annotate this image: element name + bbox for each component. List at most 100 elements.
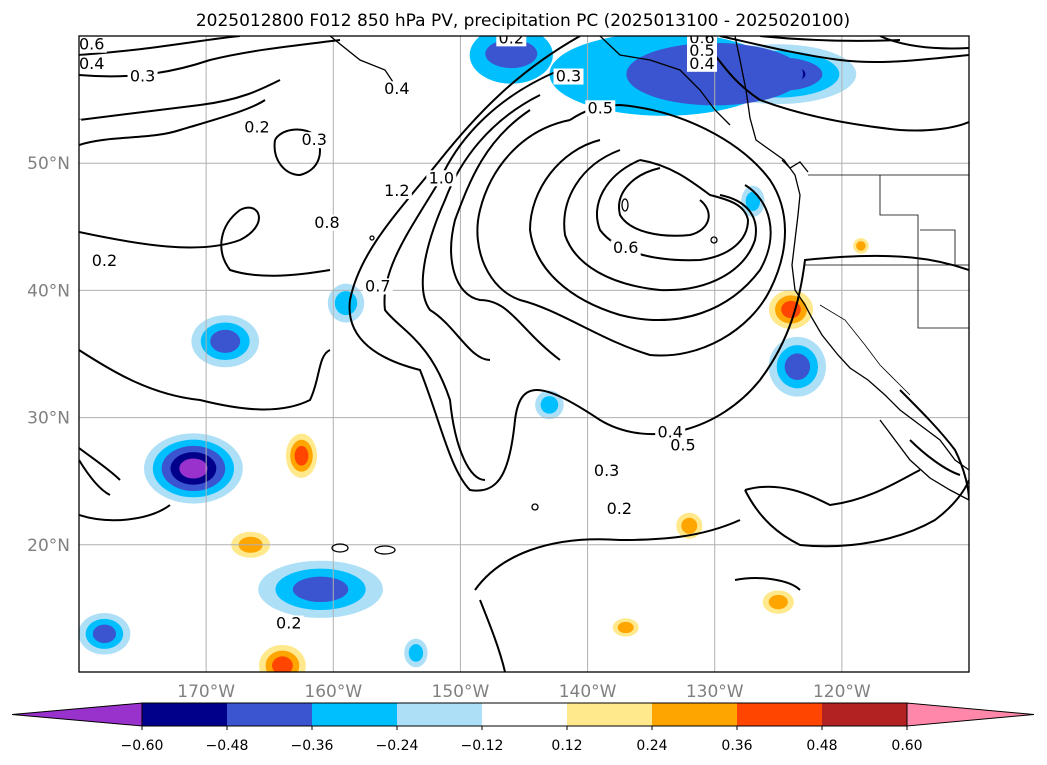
precip-fill-region: [292, 576, 349, 603]
colorbar-tick-label: −0.60: [121, 738, 164, 754]
pv-contour-line: [744, 469, 921, 507]
coastline: [734, 36, 969, 471]
pv-contour-label: 0.4: [384, 79, 409, 98]
pv-contour-line: [909, 439, 961, 476]
precip-fill-region: [681, 517, 698, 534]
pv-contour-label-bg: [26, 177, 56, 193]
colorbar-tick-label: 0.60: [891, 738, 922, 754]
colorbar-segment: [312, 703, 397, 726]
pv-contour-label-bg: [127, 68, 158, 85]
longitude-tick-label: 170°W: [177, 682, 235, 702]
pv-contour-label-bg: [687, 55, 717, 72]
island: [331, 543, 349, 553]
political-border: [879, 175, 919, 265]
pv-contour-label-bg: [687, 36, 717, 47]
pv-contour-label-bg: [0, 437, 11, 453]
pv-contour-label-bg: [311, 214, 342, 231]
colorbar: −0.60 −0.48 −0.36 −0.24 −0.12 0.12 0.24 0.36 0.4…: [11, 702, 1035, 754]
colorbar-tick-label: 0.24: [636, 738, 667, 754]
pv-contour-line: [899, 389, 969, 501]
pv-contour-label: 0.4: [689, 54, 714, 73]
pv-contour-label: 0.5: [588, 98, 613, 117]
pv-contour-line: [79, 206, 331, 277]
latitude-tick-label: 20°N: [27, 536, 70, 556]
pv-contour-line: [273, 128, 321, 177]
pv-contour-label: 0.5: [670, 435, 695, 454]
coastlines: [329, 36, 969, 555]
pv-contour-line: [479, 599, 506, 672]
precip-fill-region: [334, 291, 358, 316]
longitude-tick-label: 120°W: [813, 682, 871, 702]
colorbar-tick-label: 0.36: [721, 738, 752, 754]
pv-contour-labels: 0.60.40.30.20.3 0.20.20.20.40.30.81.21.00…: [0, 28, 717, 632]
longitude-tick-label: 140°W: [559, 682, 617, 702]
pv-contour-line: [450, 109, 561, 361]
longitude-tick-label: 150°W: [432, 682, 490, 702]
pv-contour-line: [699, 36, 969, 132]
pv-contour-label-bg: [687, 43, 717, 60]
precip-fill-region: [540, 396, 559, 414]
pv-contour-label: 0.3: [54, 117, 79, 136]
colorbar-segment: [482, 703, 567, 726]
pv-contour-line: [79, 349, 331, 411]
pv-contour-label-bg: [426, 170, 457, 187]
latitude-tick-label: 30°N: [27, 409, 70, 429]
pv-contour-label-bg: [610, 240, 641, 257]
political-border: [920, 229, 956, 265]
pv-contour-line: [79, 36, 241, 56]
precip-fill-region: [272, 656, 293, 672]
pv-contour-label-bg: [79, 36, 107, 53]
pv-contour-label: 0.3: [130, 67, 155, 86]
pv-contour-label-bg: [655, 424, 686, 441]
pv-contour-line: [79, 459, 111, 496]
precip-fill-region: [92, 624, 116, 644]
colorbar-segment: [227, 703, 312, 726]
latitude-tick-label: 40°N: [27, 281, 70, 301]
pv-contour-line: [595, 159, 750, 262]
pv-contour-label: 0.7: [365, 276, 390, 295]
colorbar-tick-label: 0.48: [806, 738, 837, 754]
pv-contour-label: 0.0: [0, 435, 9, 454]
pv-contour-label-bg: [79, 119, 82, 136]
pv-contour-label-bg: [585, 100, 616, 117]
colorbar-extend-min: [11, 702, 143, 727]
coastline: [329, 36, 396, 86]
colorbar-outline: [141, 702, 908, 727]
graticule: [79, 36, 969, 672]
pv-contour-label: 0.2: [499, 28, 524, 47]
pv-contour-label: 0.2: [276, 613, 301, 632]
coastline: [599, 36, 731, 126]
pv-contour-label-bg: [591, 462, 622, 479]
pv-contour-label: 0.2: [607, 499, 632, 518]
colorbar-tick-label: −0.12: [461, 738, 504, 754]
precip-fill-region: [856, 241, 866, 251]
colorbar-tick-label: −0.48: [206, 738, 249, 754]
precip-fill-region: [408, 644, 424, 662]
pv-contour-line: [348, 36, 969, 492]
pv-contour-label: 0.3: [301, 130, 326, 149]
pv-contour-label-bg: [667, 437, 698, 454]
longitude-tick-label: 130°W: [686, 682, 744, 702]
precip-fill-region: [210, 329, 241, 353]
pv-contour-label-bg: [299, 132, 330, 149]
pv-contour-label: 0.2: [28, 175, 53, 194]
pv-contour-line: [528, 139, 772, 321]
pv-contour-label-bg: [604, 501, 635, 517]
pv-contour-label: 0.6: [613, 238, 638, 257]
pv-contour-label: 0.8: [314, 213, 339, 232]
colorbar-tick-label: −0.36: [291, 738, 334, 754]
chart-title: 2025012800 F012 850 hPa PV, precipitatio…: [196, 11, 850, 31]
island: [621, 198, 629, 212]
colorbar-segment: [737, 703, 822, 726]
pv-contour-line: [734, 577, 801, 591]
colorbar-tick-label: −0.24: [376, 738, 419, 754]
island: [369, 235, 375, 241]
colorbar-segment: [652, 703, 737, 726]
pv-contour-label: 0.4: [657, 423, 682, 442]
pv-contour-label: 0.2: [3, 435, 28, 454]
pv-contour-label-bg: [242, 119, 272, 136]
colorbar-extend-max: [906, 702, 1035, 727]
pv-contour-line: [563, 149, 757, 292]
pv-contour-label-bg: [362, 278, 393, 295]
